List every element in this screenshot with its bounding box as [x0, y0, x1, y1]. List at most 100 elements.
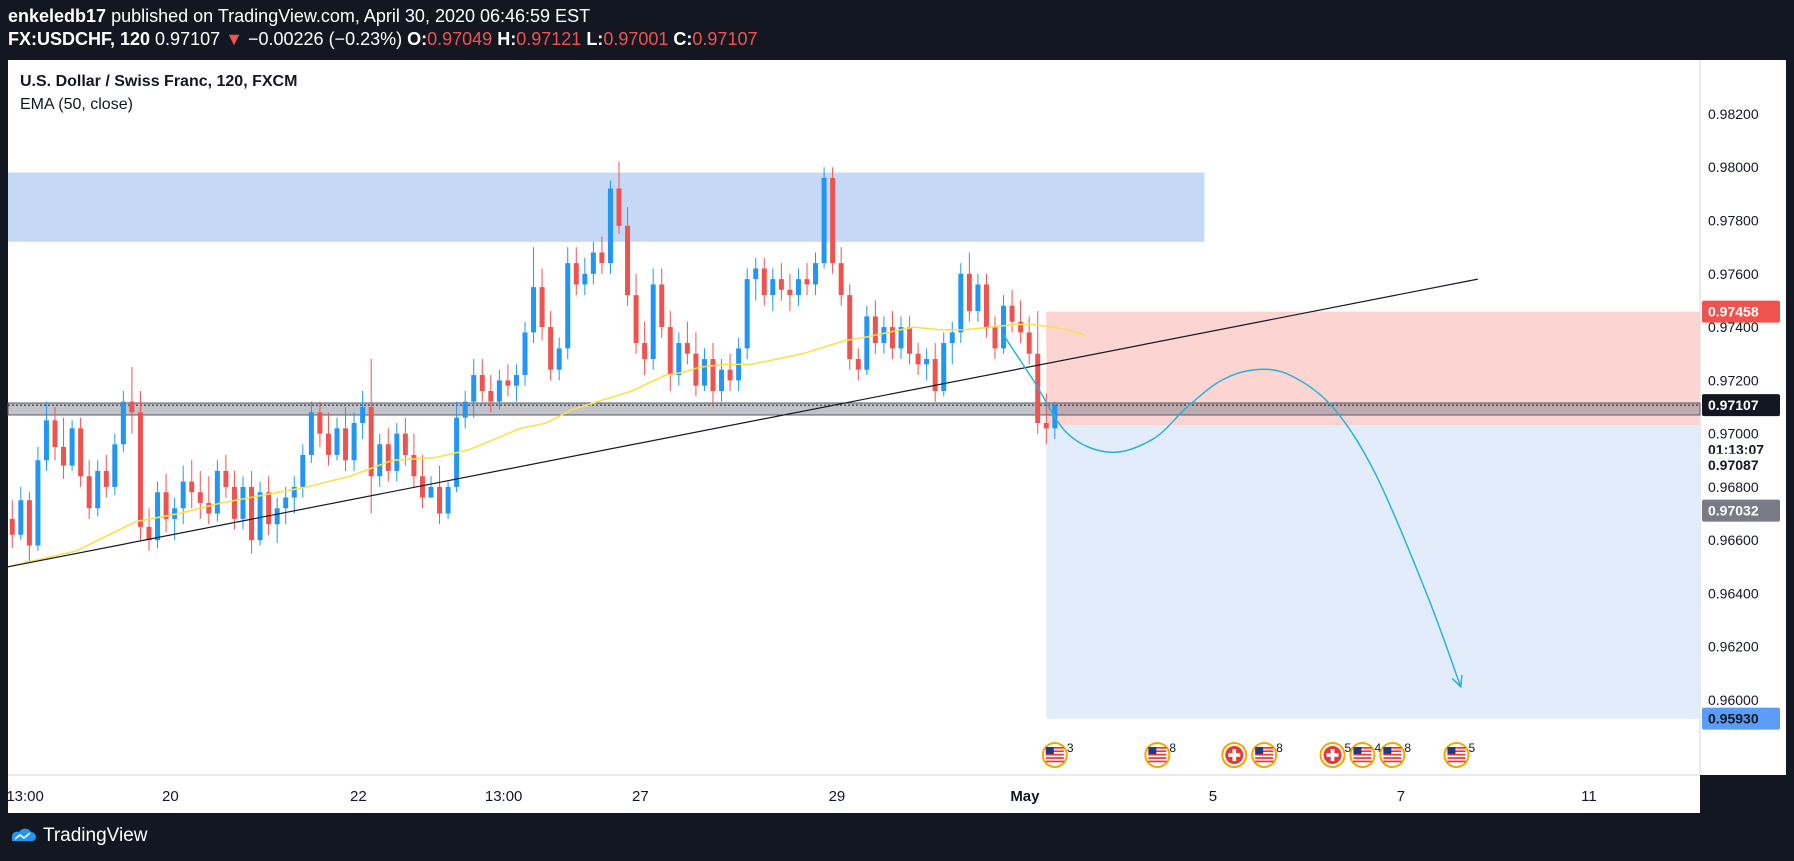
candle [513, 364, 519, 402]
last-price: 0.97107 [155, 29, 221, 49]
candle [120, 391, 126, 453]
candle-body [360, 406, 366, 423]
time-axis-labels: 13:00 20 22 13:00 27 29 May 5 7 11 [6, 788, 1596, 805]
candle [43, 401, 49, 471]
candle-body [565, 263, 571, 349]
candle [701, 348, 707, 392]
candle [795, 268, 801, 306]
target-zone[interactable] [1046, 425, 1700, 719]
time-axis[interactable] [8, 775, 1700, 813]
candle-body [889, 327, 895, 349]
candle [78, 417, 84, 487]
price-tick: 0.98200 [1708, 106, 1759, 122]
candle-body [325, 433, 331, 455]
candle-body [932, 359, 938, 392]
candle-body [163, 492, 169, 519]
us-flag-stripe [1383, 750, 1402, 753]
price-label-text: 0.97458 [1708, 304, 1759, 320]
projection-path[interactable] [1002, 334, 1462, 687]
candle-body [949, 332, 955, 344]
event-marker[interactable]: 5 [1443, 741, 1475, 768]
footer-brand[interactable]: TradingView [10, 825, 148, 847]
us-flag-stripe [1383, 757, 1402, 759]
event-count: 8 [1404, 741, 1411, 755]
time-tick: May [1010, 788, 1040, 805]
down-arrow-icon: ▼ [225, 29, 243, 49]
candle [821, 167, 827, 269]
author-name[interactable]: enkeledb17 [8, 6, 107, 26]
candle-body [343, 428, 349, 461]
candle [676, 332, 682, 386]
candle [471, 359, 477, 418]
candle-body [86, 476, 92, 509]
event-marker[interactable]: 5 [1319, 741, 1352, 768]
price-axis[interactable] [1700, 60, 1786, 775]
candle [915, 343, 921, 376]
candle-body [744, 279, 750, 349]
candle-body [180, 481, 186, 509]
indicator-legend[interactable]: EMA (50, close) [20, 96, 133, 113]
candle [163, 473, 169, 533]
candle-body [120, 401, 126, 445]
candle [804, 263, 810, 296]
candle [531, 247, 537, 344]
candle [266, 476, 272, 535]
event-marker[interactable]: 8 [1379, 741, 1411, 768]
event-marker[interactable]: 8 [1251, 741, 1283, 768]
resistance-zone[interactable] [8, 172, 1205, 242]
candle [462, 391, 468, 429]
price-label-text: 0.97032 [1708, 503, 1759, 519]
candle [35, 446, 41, 551]
candle [813, 252, 819, 296]
candle-body [351, 422, 357, 461]
candle [932, 343, 938, 402]
ohlc-low-value: 0.97001 [603, 29, 669, 49]
us-flag-stripe [1045, 757, 1064, 759]
candle [693, 332, 699, 397]
price-label-text: 01:13:07 [1708, 442, 1764, 458]
candle-body [1009, 305, 1015, 322]
candle-body [907, 327, 913, 354]
candle [334, 417, 340, 461]
candle [129, 367, 135, 434]
candle-body [189, 481, 195, 493]
candle [625, 207, 631, 306]
candle-body [676, 343, 682, 376]
candle [351, 412, 357, 471]
candle [360, 391, 366, 439]
trendline[interactable] [7, 278, 1478, 568]
candle [719, 359, 725, 402]
candle-body [488, 391, 494, 402]
support-band[interactable] [7, 402, 1701, 416]
price-label: 0.97032 [1702, 499, 1780, 522]
drawings-layer [7, 172, 1701, 719]
candle-body [539, 287, 545, 328]
candle [616, 161, 622, 234]
time-tick: 5 [1209, 788, 1217, 805]
price-label-bg [1702, 499, 1780, 522]
candle [847, 284, 853, 370]
event-marker[interactable]: 4 [1349, 741, 1381, 768]
candle [394, 422, 400, 482]
us-flag-stripe [1447, 753, 1466, 756]
price-chart[interactable]: 3 8 8 5 4 8 5 0.98200 0.98000 0.97800 0.97600 0.97… [0, 60, 1794, 813]
us-flag-stripe [1353, 753, 1372, 756]
event-marker[interactable]: 3 [1041, 741, 1074, 768]
event-count: 5 [1345, 741, 1352, 755]
us-flag-stripe [1148, 750, 1167, 753]
candle-body [18, 500, 24, 535]
event-marker[interactable]: 8 [1144, 741, 1176, 768]
event-marker[interactable] [1221, 742, 1248, 768]
price-change: −0.00226 (−0.23%) [247, 29, 403, 49]
candle-body [308, 412, 314, 455]
candle-body [206, 502, 212, 514]
candle [343, 406, 349, 471]
candle-body [445, 486, 451, 514]
candle [582, 257, 588, 296]
us-flag-icon [1447, 747, 1456, 754]
candle [830, 167, 836, 274]
stop-zone[interactable] [1046, 311, 1700, 426]
candle [300, 444, 306, 498]
price-tick: 0.97200 [1708, 372, 1759, 388]
candle [992, 316, 998, 360]
